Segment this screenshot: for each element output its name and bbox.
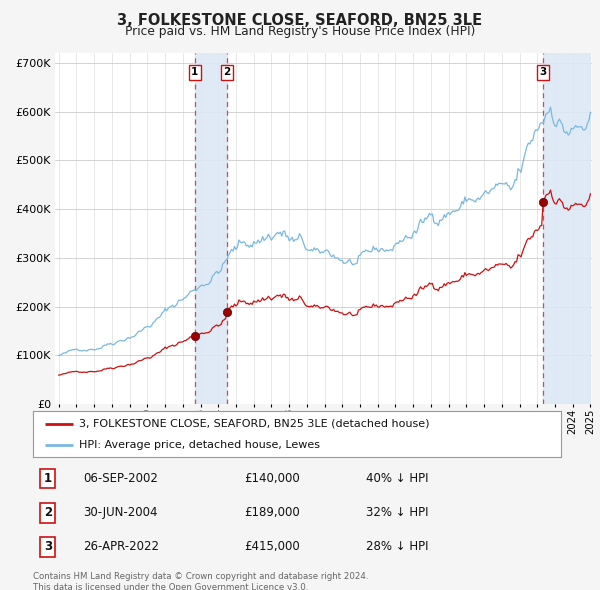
Text: HPI: Average price, detached house, Lewes: HPI: Average price, detached house, Lewe… xyxy=(79,440,320,450)
Text: 3: 3 xyxy=(539,67,547,77)
Text: This data is licensed under the Open Government Licence v3.0.: This data is licensed under the Open Gov… xyxy=(33,583,308,590)
Text: 26-APR-2022: 26-APR-2022 xyxy=(83,540,159,553)
Text: 2: 2 xyxy=(44,506,52,519)
Text: £415,000: £415,000 xyxy=(244,540,300,553)
Bar xyxy=(543,53,590,404)
Text: 32% ↓ HPI: 32% ↓ HPI xyxy=(365,506,428,519)
Text: Contains HM Land Registry data © Crown copyright and database right 2024.: Contains HM Land Registry data © Crown c… xyxy=(33,572,368,581)
Text: 30-JUN-2004: 30-JUN-2004 xyxy=(83,506,158,519)
Text: 3: 3 xyxy=(44,540,52,553)
Text: £189,000: £189,000 xyxy=(244,506,300,519)
Text: 2: 2 xyxy=(223,67,230,77)
Text: 3, FOLKESTONE CLOSE, SEAFORD, BN25 3LE: 3, FOLKESTONE CLOSE, SEAFORD, BN25 3LE xyxy=(118,13,482,28)
Text: 06-SEP-2002: 06-SEP-2002 xyxy=(83,472,158,485)
Text: 40% ↓ HPI: 40% ↓ HPI xyxy=(365,472,428,485)
Text: 1: 1 xyxy=(44,472,52,485)
Text: 3, FOLKESTONE CLOSE, SEAFORD, BN25 3LE (detached house): 3, FOLKESTONE CLOSE, SEAFORD, BN25 3LE (… xyxy=(79,419,430,429)
Text: £140,000: £140,000 xyxy=(244,472,300,485)
Text: Price paid vs. HM Land Registry's House Price Index (HPI): Price paid vs. HM Land Registry's House … xyxy=(125,25,475,38)
Bar xyxy=(195,53,227,404)
Text: 1: 1 xyxy=(191,67,199,77)
Text: 28% ↓ HPI: 28% ↓ HPI xyxy=(365,540,428,553)
